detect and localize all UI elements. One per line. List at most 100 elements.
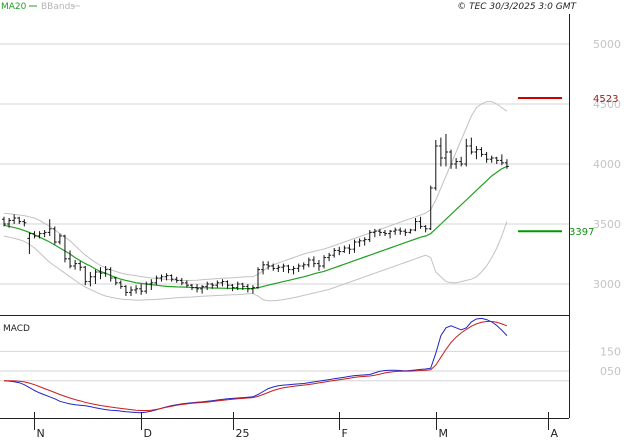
macd-title: MACD [3,324,30,334]
ohlc-bar [438,137,443,167]
ohlc-bar [291,266,296,275]
ohlc-bar [159,274,164,282]
ohlc-bar [215,280,220,288]
macd-lines [3,317,508,414]
ohlc-bar [108,267,113,282]
ohlc-bar [332,248,337,258]
ohlc-bar [113,276,118,286]
ohlc-bar [62,234,67,263]
price-level-label: 3397 [569,227,594,238]
ohlc-bar [98,267,103,280]
ohlc-bar [357,238,362,247]
ohlc-bar [17,216,22,224]
x-tick-label: A [551,427,559,440]
x-tick-label: D [144,427,152,440]
bollinger-upper-line [3,101,508,282]
ohlc-bar [383,230,387,236]
ohlc-bars [2,134,509,296]
ohlc-bar [22,219,27,227]
bollinger-lower-line [3,221,508,302]
price-y-tick-label: 3000 [593,278,621,291]
ohlc-bar [83,266,88,286]
ohlc-bar [47,219,52,236]
ohlc-bar [311,256,316,268]
ohlc-bar [189,284,194,290]
ohlc-bar [388,230,393,239]
ohlc-bar [52,226,57,245]
ohlc-bar [316,260,321,271]
ohlc-bar [144,281,149,294]
ohlc-bar [235,281,240,290]
ohlc-bar [418,216,423,229]
ohlc-bar [474,146,479,160]
ohlc-bar [499,154,504,166]
ohlc-bar [433,140,438,191]
price-panel: 5000 4500 4000 3500 3000 4523 3397 [0,14,621,314]
ohlc-bar [479,147,484,157]
ohlc-bar [352,239,357,253]
ohlc-bar [464,138,469,167]
x-tick-label: M [439,427,449,440]
ohlc-bar [225,280,230,289]
ohlc-bar [286,264,291,274]
ohlc-bar [118,280,123,289]
ohlc-bar [174,276,179,283]
ohlc-bar [184,280,189,288]
macd-y-ticks: 150 050 [600,345,621,378]
ohlc-bar [129,286,133,296]
ohlc-bar [347,244,352,254]
ohlc-bar [2,216,6,227]
x-axis-ticks: N D 25 F M A [34,412,559,440]
macd-y-tick-label: 050 [600,365,621,378]
ohlc-bar [398,227,403,235]
ohlc-bar [306,257,311,268]
ohlc-bar [205,281,210,290]
price-y-tick-label: 3500 [593,218,621,231]
ohlc-bar [78,261,83,271]
ohlc-bar [494,156,499,164]
ohlc-bar [93,269,98,284]
ohlc-bar [271,263,276,271]
ohlc-bar [443,134,448,167]
ohlc-bar [377,228,382,236]
price-levels: 4523 3397 [518,94,618,238]
ohlc-bar [134,285,139,294]
ohlc-bar [164,273,169,281]
price-y-tick-label: 5000 [593,38,621,51]
ohlc-bar [449,149,454,169]
ohlc-bar [403,228,408,236]
ohlc-bar [281,263,286,272]
ohlc-bar [245,284,250,293]
ohlc-bar [250,285,255,294]
ohlc-bar [296,263,301,272]
ohlc-bar [408,228,413,234]
ma20-line [3,165,508,290]
ohlc-bar [123,285,128,296]
ohlc-bar [327,252,332,262]
macd-gridlines [0,350,569,382]
ohlc-bar [413,218,418,232]
ohlc-bar [489,155,494,163]
ohlc-bar [469,137,474,155]
x-tick-label: N [37,427,45,440]
ohlc-bar [454,158,459,169]
ohlc-bar [210,282,215,289]
ohlc-bar [42,230,47,238]
macd-y-tick-label: 150 [600,345,621,358]
ohlc-bar [73,260,78,270]
ohlc-bar [322,255,327,269]
ohlc-bar [393,227,398,235]
price-gridlines [0,43,569,285]
ohlc-bar [504,159,509,169]
bollinger-bands [3,101,508,302]
legend: MA20 BBands [1,2,80,12]
ohlc-bar [179,278,184,286]
ohlc-bar [88,272,93,287]
ohlc-bar [139,284,144,295]
ohlc-bar [12,214,17,224]
ohlc-bar [428,185,433,230]
ohlc-bar [301,262,306,270]
ohlc-bar [362,237,367,246]
moving-average-20 [3,165,508,290]
price-y-tick-label: 4000 [593,158,621,171]
